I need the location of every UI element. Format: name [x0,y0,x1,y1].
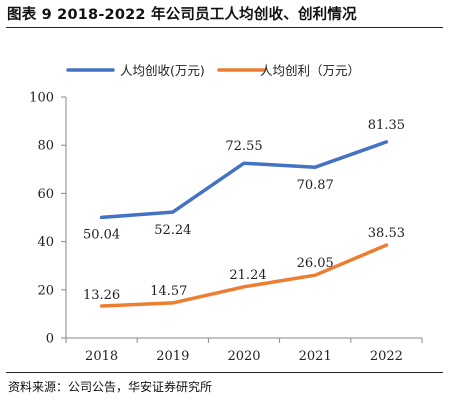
x-tick-label: 2018 [85,349,118,364]
legend-label: 人均创收(万元) [120,63,205,78]
y-tick-label: 40 [37,235,54,250]
series-line-1 [99,140,389,220]
data-label: 52.24 [154,223,191,238]
data-label: 70.87 [297,178,334,193]
legend-label: 人均创利（万元） [260,63,360,78]
y-tick-label: 0 [46,332,54,347]
data-label: 72.55 [225,139,262,154]
source-note: 资料来源：公司公告，华安证券研究所 [8,380,213,394]
x-tick-label: 2020 [227,349,260,364]
y-tick-label: 100 [29,91,54,106]
y-tick-label: 20 [37,283,54,298]
data-label: 14.57 [150,284,187,299]
data-label: 13.26 [83,288,120,303]
y-tick-label: 60 [37,187,54,202]
figure-title: 图表 9 2018-2022 年公司员工人均创收、创利情况 [7,7,357,23]
title-rule [6,27,443,29]
data-label: 50.04 [83,227,120,242]
line-chart: 0 20 40 60 80 100 2018 2019 2020 2021 2022 50.04 52.… [29,63,423,364]
x-tick-label: 2021 [299,349,332,364]
source-rule [6,372,443,374]
data-label: 26.05 [297,256,334,271]
data-label: 21.24 [229,268,266,283]
y-tick-label: 80 [37,139,54,154]
x-tick-label: 2019 [156,349,189,364]
data-label: 81.35 [368,118,405,133]
series-line-2 [99,243,389,308]
data-label: 38.53 [368,226,405,241]
x-tick-label: 2022 [370,349,403,364]
